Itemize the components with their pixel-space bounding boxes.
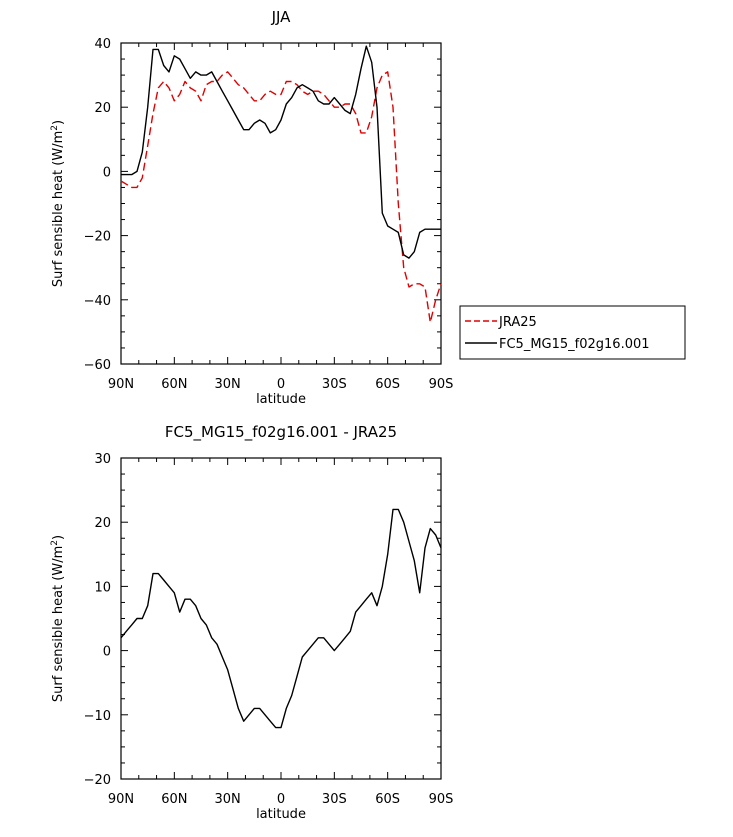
chart-title: JJA <box>271 8 292 26</box>
x-tick-label: 60S <box>375 377 400 392</box>
x-tick-label: 30N <box>215 792 241 807</box>
y-tick-label: −20 <box>84 230 111 245</box>
y-axis-label-close: ) <box>51 120 66 125</box>
x-axis-label: latitude <box>256 807 306 822</box>
y-tick-label: −20 <box>84 773 111 788</box>
plot-frame <box>120 42 442 365</box>
x-axis-label: latitude <box>256 392 306 407</box>
y-tick-label: 20 <box>94 516 111 531</box>
y-axis-label-main: Surf sensible heat (W/m <box>51 131 66 287</box>
y-axis-label: Surf sensible heat (W/m2) <box>50 120 66 287</box>
y-tick-label: 20 <box>94 101 111 116</box>
y-tick-label: 10 <box>94 580 111 595</box>
series-line-jra25 <box>120 71 442 323</box>
chart-panel-1: 90N 60N 30N 0 30S 60S 90S −60 −40 −20 0 20 40 JJA lati… <box>50 8 686 407</box>
y-tick-label: 40 <box>94 37 111 52</box>
y-axis-label: Surf sensible heat (W/m2) <box>50 535 66 702</box>
x-tick-label: 0 <box>277 792 285 807</box>
x-tick-label: 90S <box>429 792 454 807</box>
x-tick-label: 30N <box>215 377 241 392</box>
legend-label: JRA25 <box>498 315 537 330</box>
y-axis-label-superscript: 2 <box>50 540 60 546</box>
y-axis-label-main: Surf sensible heat (W/m <box>51 546 66 702</box>
x-tick-label: 0 <box>277 377 285 392</box>
x-tick-label: 60S <box>375 792 400 807</box>
legend-label: FC5_MG15_f02g16.001 <box>499 337 650 352</box>
x-tick-label: 90S <box>429 377 454 392</box>
series-line-fc5-mg15-f02g16-001 <box>121 45 441 259</box>
x-tick-label: 90N <box>108 377 134 392</box>
chart-panel-2: 90N 60N 30N 0 30S 60S 90S −20 −10 0 10 20 30 FC5_MG15… <box>50 423 453 822</box>
y-tick-label: 0 <box>103 645 111 660</box>
legend: JRA25 FC5_MG15_f02g16.001 <box>459 305 686 360</box>
x-tick-label: 30S <box>322 792 347 807</box>
legend-box <box>459 305 686 360</box>
y-axis-label-close: ) <box>51 535 66 540</box>
y-tick-label: 30 <box>94 452 111 467</box>
y-tick-label: −40 <box>84 294 111 309</box>
x-tick-label: 60N <box>161 792 187 807</box>
series-line-difference <box>120 508 442 729</box>
y-tick-label: −10 <box>84 709 111 724</box>
x-tick-label: 30S <box>322 377 347 392</box>
y-tick-label: −60 <box>84 358 111 373</box>
y-tick-label: 0 <box>103 165 111 180</box>
plot-frame <box>120 457 442 780</box>
x-tick-label: 90N <box>108 792 134 807</box>
chart-title: FC5_MG15_f02g16.001 - JRA25 <box>165 423 397 442</box>
y-axis-label-superscript: 2 <box>50 125 60 131</box>
x-tick-label: 60N <box>161 377 187 392</box>
